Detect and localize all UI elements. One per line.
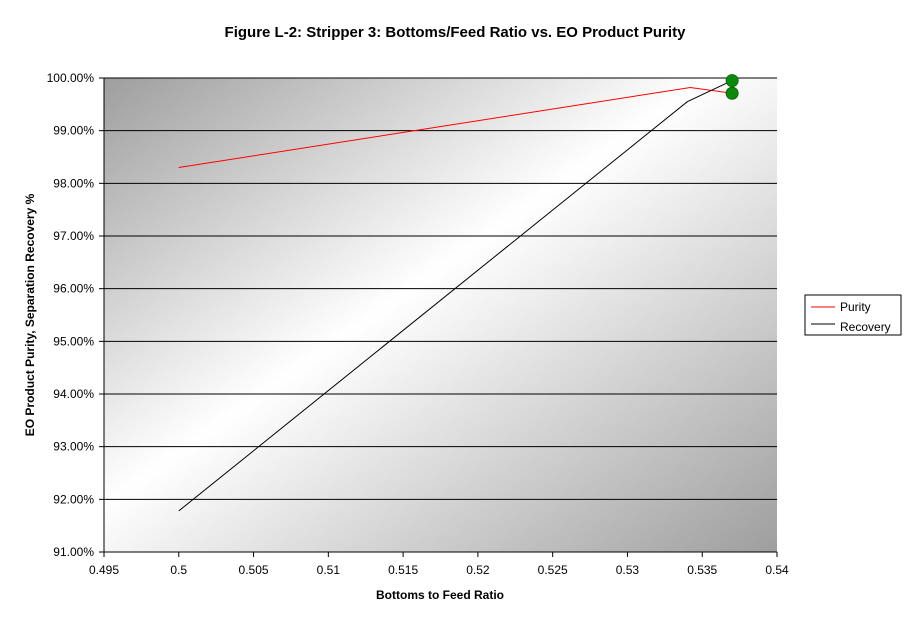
x-tick-label: 0.54 [765, 563, 789, 577]
gridlines [104, 77, 777, 500]
y-tick-labels: 91.00% 92.00% 93.00% 94.00% 95.00% 96.00% 97.0… [47, 71, 95, 559]
y-tick-label: 98.00% [53, 176, 94, 190]
highlight-point [725, 86, 739, 100]
y-tick-label: 100.00% [47, 71, 95, 85]
y-tick-label: 95.00% [53, 334, 94, 348]
y-tick-label: 94.00% [53, 387, 94, 401]
x-tick-label: 0.51 [317, 563, 341, 577]
x-axis-title: Bottoms to Feed Ratio [376, 588, 504, 602]
x-tick-label: 0.52 [466, 563, 490, 577]
x-tick-label: 0.525 [538, 563, 568, 577]
series-lines [178, 80, 733, 512]
x-tick-label: 0.5 [170, 563, 187, 577]
y-tick-label: 93.00% [53, 440, 94, 454]
highlight-point [725, 74, 739, 88]
y-tick-label: 96.00% [53, 282, 94, 296]
y-tick-label: 92.00% [53, 492, 94, 506]
x-tick-label: 0.515 [388, 563, 418, 577]
highlight-points [725, 74, 739, 100]
legend: Purity Recovery [804, 294, 902, 336]
y-tick-label: 99.00% [53, 124, 94, 138]
plot-area [104, 78, 777, 552]
axes [99, 77, 778, 557]
x-tick-labels: 0.495 0.5 0.505 0.51 0.515 0.52 0.525 0.53 0.535… [89, 563, 789, 577]
x-tick-label: 0.505 [239, 563, 269, 577]
x-tick-label: 0.535 [687, 563, 717, 577]
y-tick-label: 97.00% [53, 229, 94, 243]
legend-box [804, 294, 902, 336]
legend-label-purity: Purity [840, 300, 871, 314]
x-tick-label: 0.495 [89, 563, 119, 577]
chart-title: Figure L-2: Stripper 3: Bottoms/Feed Rat… [225, 24, 687, 41]
series-line-recovery [178, 80, 733, 512]
series-line-purity [178, 86, 733, 168]
legend-label-recovery: Recovery [840, 320, 891, 334]
x-tick-label: 0.53 [616, 563, 640, 577]
y-axis-title: EO Product Purity, Separation Recovery % [23, 193, 37, 436]
y-tick-label: 91.00% [53, 545, 94, 559]
